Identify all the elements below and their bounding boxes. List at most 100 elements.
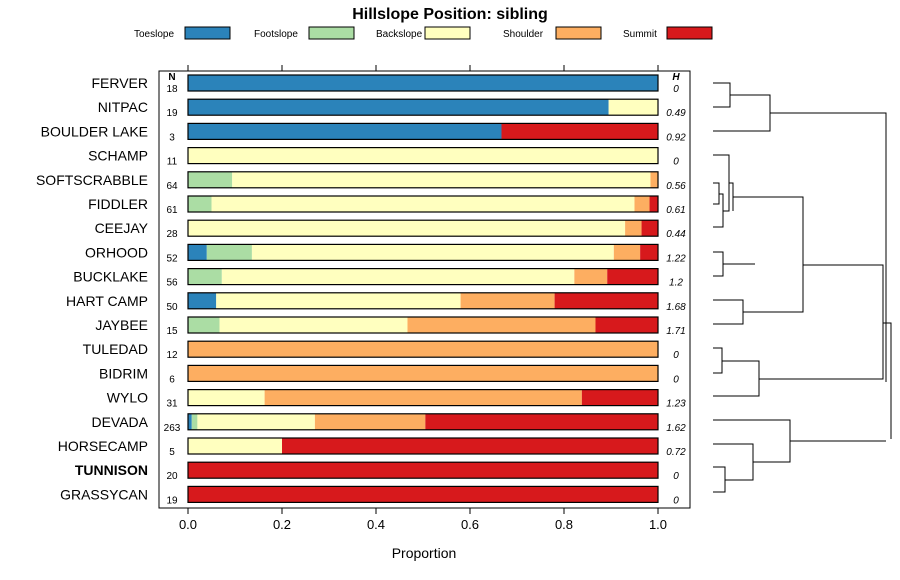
bar-segment [501,123,658,140]
bar-segment [188,268,222,285]
bar-outline [187,243,659,261]
legend-swatch [184,26,231,40]
n-value: 56 [166,278,178,289]
h-value: 0 [673,471,679,482]
n-value: 61 [166,205,178,216]
category-label: BIDRIM [99,365,148,381]
bar-segment [188,99,609,116]
bar-segment [595,317,658,333]
dendro-branch [713,251,724,277]
dendro-branch [733,196,804,313]
n-value: 11 [167,157,178,168]
bar-segment [640,244,658,261]
category-label: FIDDLER [88,196,148,212]
n-value: 263 [164,423,181,434]
category-label: CEEJAY [95,220,149,236]
x-tick-label: 0.8 [555,517,573,532]
dendro-branch [713,466,726,493]
category-label: TUNNISON [75,462,148,478]
bar-segment [188,292,217,309]
n-value: 3 [169,132,175,143]
dendro-branch [713,299,744,325]
category-label: SCHAMP [88,148,148,164]
category-label: WYLO [107,390,148,406]
bar-outline [187,461,659,479]
bar-segment [625,220,642,237]
bar-segment [188,389,265,406]
n-value: 50 [166,302,178,313]
dendro-branch [713,360,760,397]
bar-segment [221,268,575,285]
bar-segment [425,413,658,430]
h-value: 0 [673,84,679,95]
x-tick-label: 0.4 [367,517,385,532]
bar-segment [191,413,198,430]
category-label: HORSECAMP [58,438,148,454]
category-label: HART CAMP [66,293,148,309]
dendro-branch [713,419,791,463]
legend: Toeslope Footslope Backslope Shoulder Summit [134,26,713,40]
h-value: 0 [673,374,679,385]
h-value: 0.61 [666,205,685,216]
legend-label: Toeslope [134,29,174,40]
bar-segment [460,292,555,309]
bar-segment [188,220,626,237]
category-label: ORHOOD [85,244,148,260]
category-label: TULEDAD [83,341,148,357]
category-label: DEVADA [91,414,148,430]
bar-outline [187,147,659,165]
bar-segment [188,196,212,212]
n-value: 15 [166,326,178,337]
bar-segment [314,413,426,430]
h-value: 0 [673,495,679,506]
x-axis-label: Proportion [392,545,457,561]
n-value: 31 [166,399,178,410]
legend-label: Backslope [376,29,423,40]
bar-segment [613,244,641,261]
bar-segment [641,220,658,237]
category-label: BUCKLAKE [73,269,148,285]
legend-label: Footslope [254,29,298,40]
bar-segment [554,292,658,309]
h-value: 0.72 [666,447,686,458]
bar-outline [187,437,659,455]
h-value: 1.71 [666,326,685,337]
dendro-branch [729,182,734,211]
n-value: 19 [166,108,178,119]
h-value: 1.68 [666,302,686,313]
h-value: 0 [673,350,679,361]
bar-outline [187,413,659,431]
n-value: 5 [169,447,175,458]
h-value: 1.2 [669,278,683,289]
dendrogram [713,82,892,493]
bar-outline [187,219,659,237]
bar-segment [188,365,658,382]
category-label: SOFTSCRABBLE [36,172,148,188]
x-tick-label: 0.2 [273,517,291,532]
legend-label: Shoulder [503,29,544,40]
x-tick-label: 0.6 [461,517,479,532]
bar-segment [206,244,252,261]
category-label: GRASSYCAN [60,486,148,502]
n-value: 52 [166,253,178,264]
n-value: 19 [166,495,178,506]
bar-outline [187,340,659,358]
h-value: 0.49 [666,108,686,119]
bar-rows: FERVER 18 0 NITPAC 19 0.49 BOULDER LAKE 3 0.92 SC… [36,74,686,506]
bar-outline [187,292,659,310]
bar-outline [187,171,659,189]
n-value: 28 [166,229,178,240]
dendro-branch [883,322,892,439]
category-label: FERVER [91,75,148,91]
bar-segment [216,292,461,309]
bar-segment [282,438,658,454]
bar-outline [187,98,659,116]
bar-segment [188,75,658,91]
h-value: 0.56 [666,181,686,192]
bar-segment [188,486,658,503]
bar-segment [574,268,608,285]
h-value: 0 [673,157,679,168]
n-value: 20 [166,471,178,482]
dendro-branch [713,193,724,228]
bar-segment [219,317,408,333]
